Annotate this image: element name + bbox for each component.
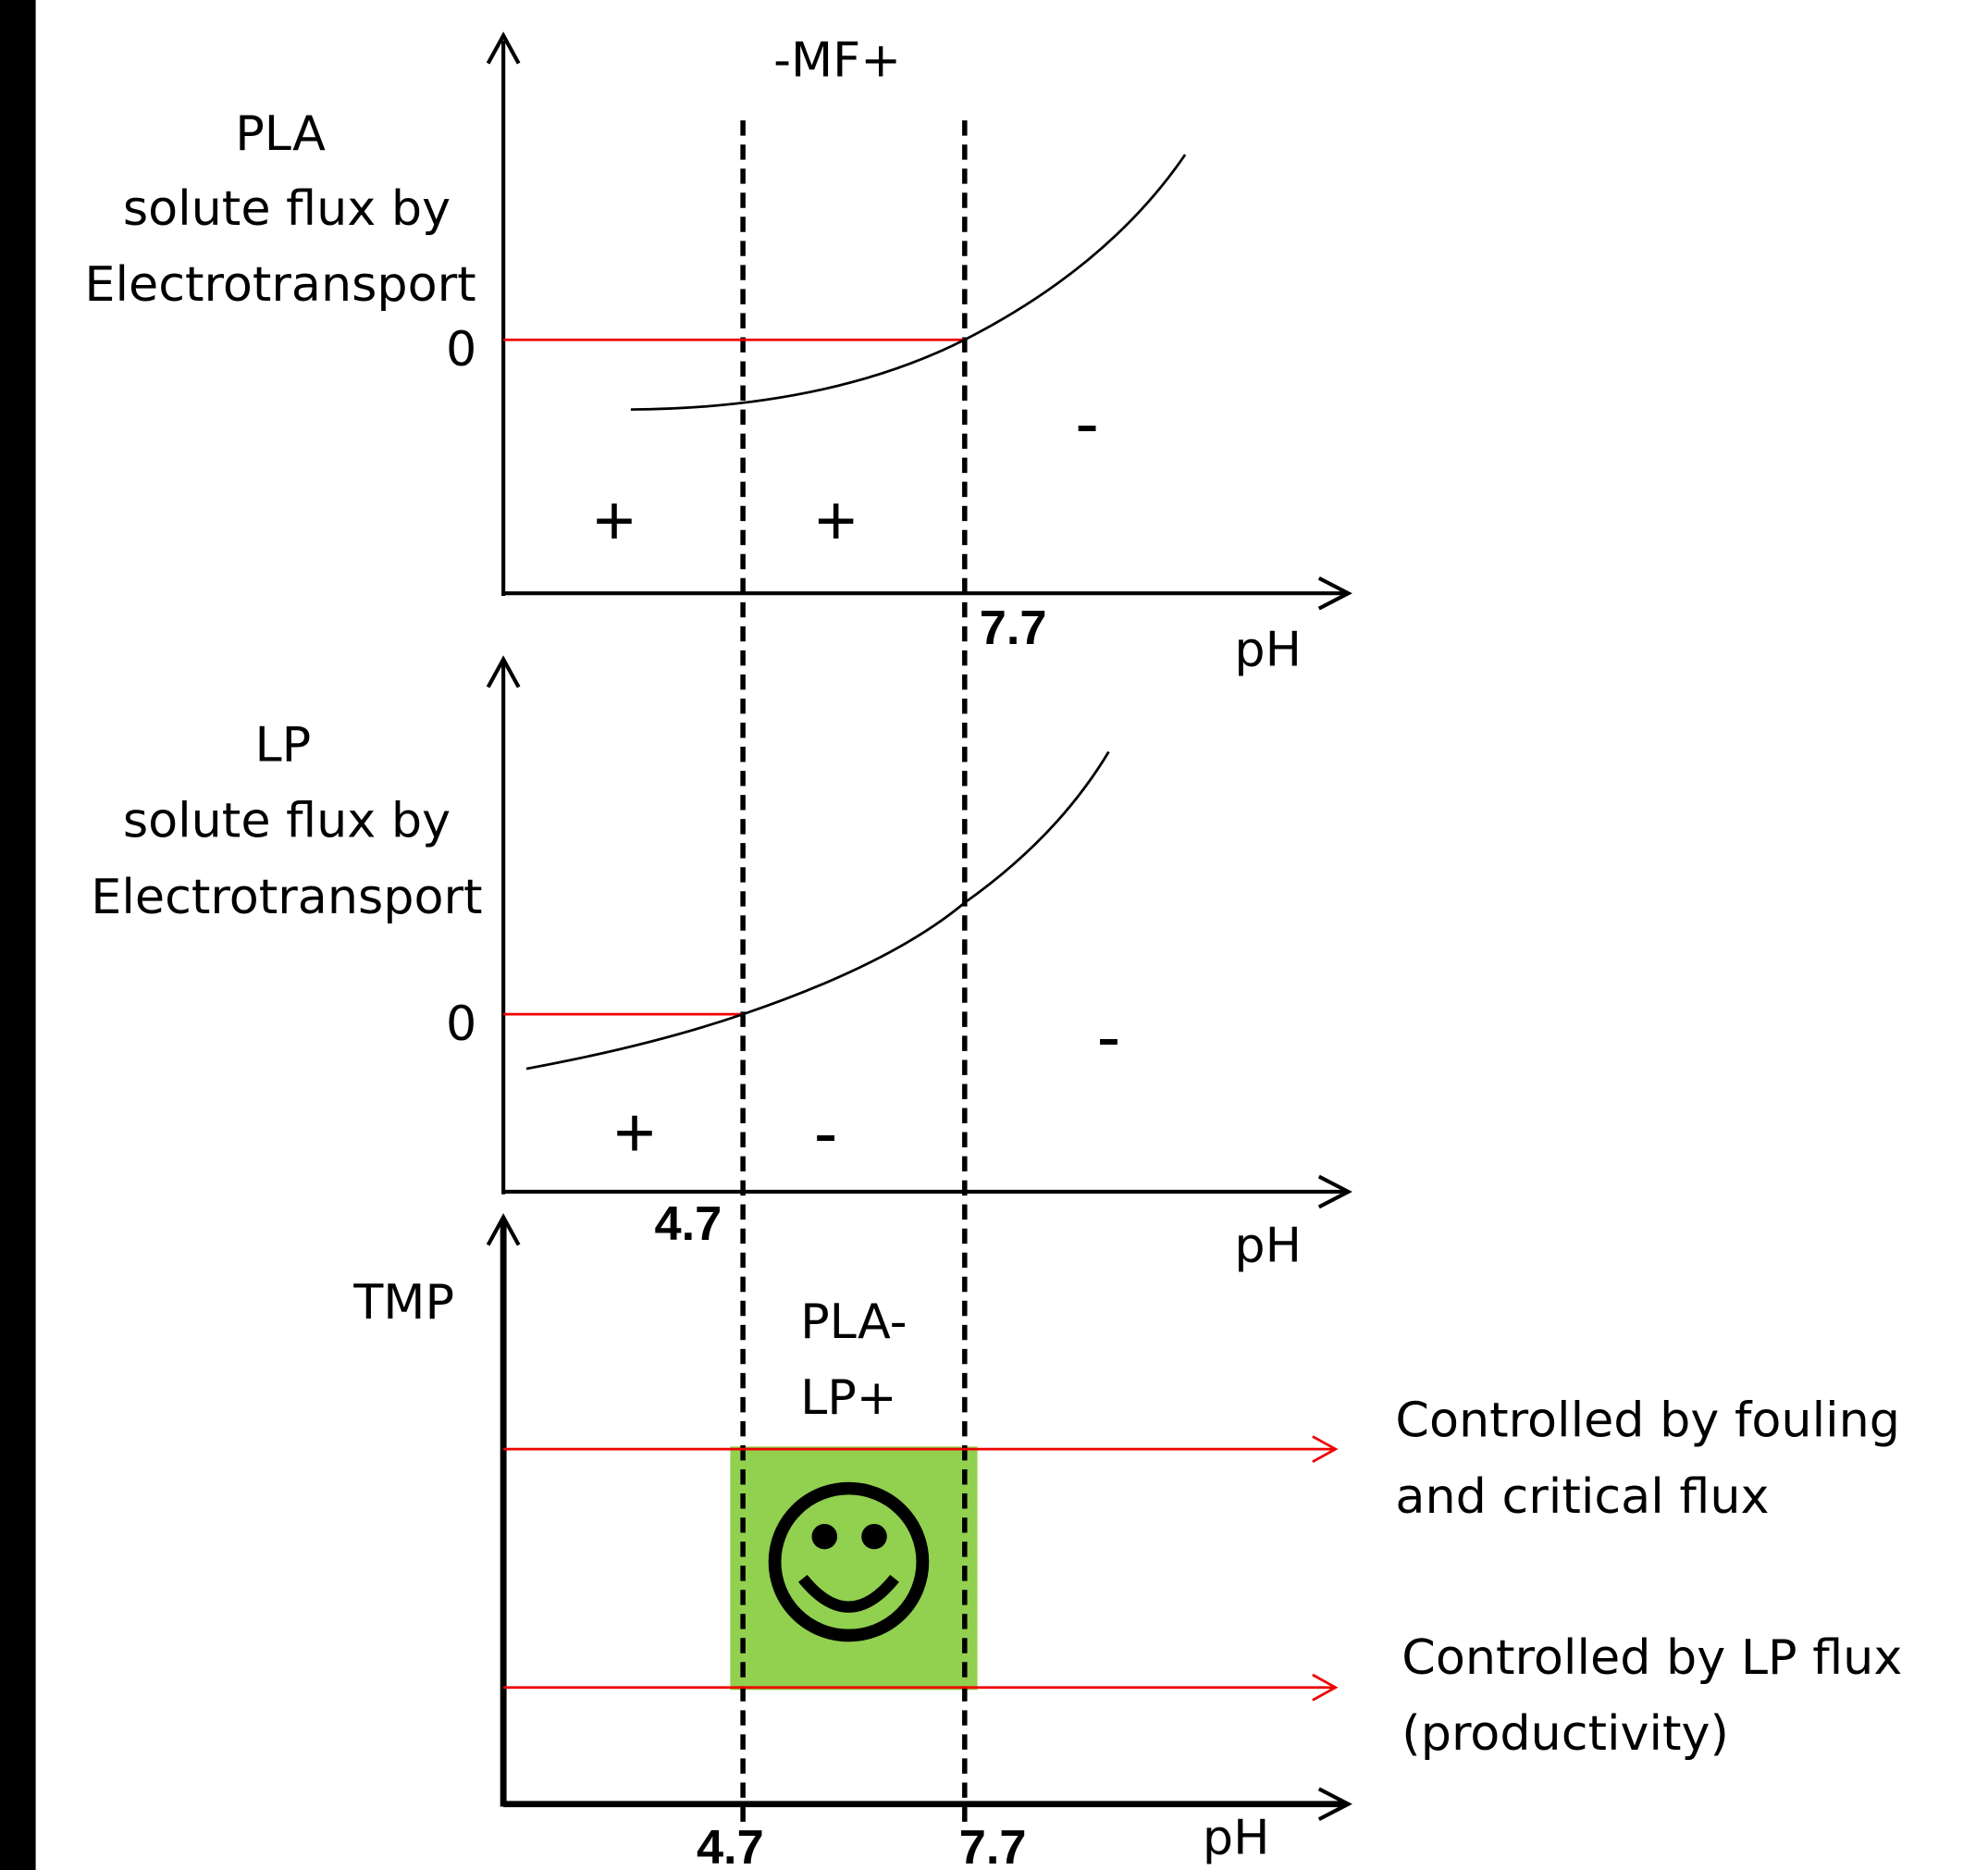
x-label: pH [1234, 623, 1302, 678]
y-label: solute flux by [123, 794, 451, 849]
red-lines [503, 338, 1339, 1702]
x-label: pH [1234, 1219, 1302, 1274]
zero-label: 0 [446, 997, 476, 1052]
y-label: PLA [235, 106, 326, 162]
left-bar [0, 0, 36, 1870]
tick-label: 4.7 [697, 1821, 764, 1870]
x-label: pH [1203, 1811, 1270, 1866]
y-label: TMP [352, 1275, 454, 1331]
tick-label: 4.7 [655, 1197, 722, 1251]
annotation: (productivity) [1401, 1706, 1729, 1762]
sign: + [614, 1094, 656, 1173]
annotation: and critical flux [1395, 1469, 1769, 1525]
axes [486, 31, 1352, 1822]
y-label: solute flux by [123, 181, 451, 237]
annotation: Controlled by fouling [1395, 1393, 1900, 1449]
y-label: Electrotransport [84, 257, 475, 313]
top-label: -MF+ [773, 33, 901, 89]
sign: - [1097, 997, 1121, 1077]
dashed-lines [740, 120, 968, 1827]
annotation: Controlled by LP flux [1401, 1630, 1902, 1686]
sign: + [593, 481, 635, 561]
smiley [768, 1481, 930, 1642]
sign: - [1075, 384, 1099, 464]
curves [525, 154, 1187, 1071]
zone-label: LP+ [800, 1370, 897, 1426]
sign: + [815, 481, 857, 561]
zero-label: 0 [446, 322, 476, 378]
tick-label: 7.7 [959, 1821, 1027, 1870]
sign: - [814, 1094, 838, 1173]
tick-label: 7.7 [980, 601, 1047, 655]
zone-label: PLA- [800, 1294, 907, 1350]
y-label: LP [254, 717, 311, 773]
y-label: Electrotransport [91, 870, 482, 925]
